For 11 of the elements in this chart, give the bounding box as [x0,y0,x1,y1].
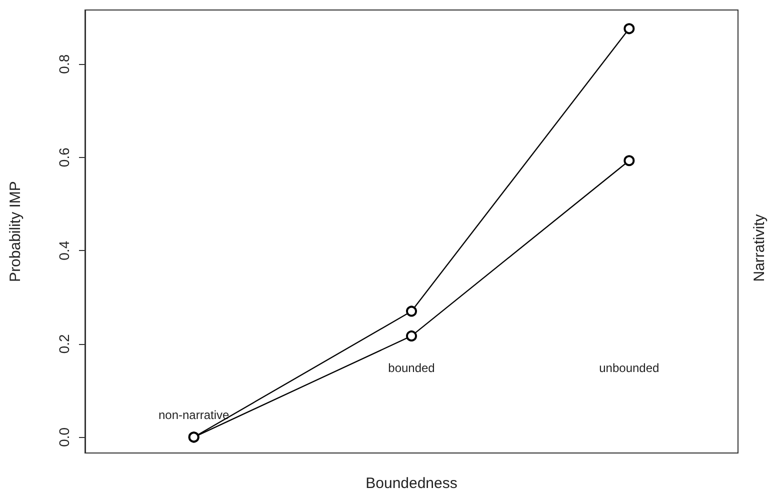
y-tick-label: 0.2 [56,334,72,354]
x-axis-title: Boundedness [366,475,458,492]
y-tick-label: 0.4 [56,240,72,260]
x-tick-label: unbounded [599,361,660,375]
y-tick-label: 0.8 [56,54,72,74]
legend-title: Narrativity [751,214,768,282]
x-tick-label: bounded [388,361,435,375]
y-tick-label: 0.0 [56,427,72,447]
y-tick-label: 0.6 [56,147,72,168]
y-axis-title: Probability IMP [7,181,24,282]
x-tick-label: non-narrative [158,408,230,422]
